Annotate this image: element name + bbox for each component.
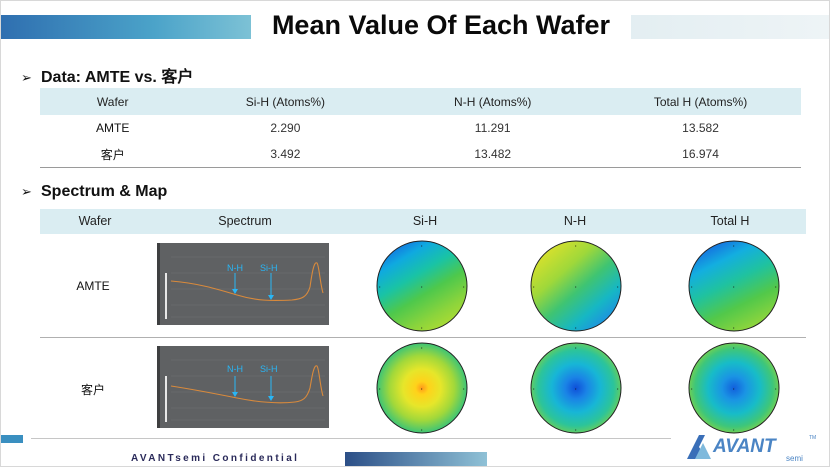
page-title: Mean Value Of Each Wafer [251,7,631,43]
section-spectrum-heading: ➢ Spectrum & Map [21,183,167,201]
wafer-map-amte-si-h: • • • • • [376,240,468,332]
spectrum-plot-amte: N-H Si-H [157,243,329,325]
cell-n-h: 11.291 [474,121,511,135]
svg-text:•: • [775,386,777,391]
svg-text:•: • [575,345,577,350]
wafer-map-customer-n-h: • • • • • [530,342,622,434]
arrow-bullet-icon: ➢ [21,184,32,199]
svg-text:•: • [733,427,735,432]
cell-si-h: 3.492 [185,141,386,168]
spectrum-table-header: Wafer Spectrum Si-H N-H Total H [40,209,806,234]
svg-text:•: • [617,386,619,391]
svg-text:•: • [691,386,693,391]
svg-text:•: • [421,284,423,289]
wafer-map-customer-si-h: • • • • • [376,342,468,434]
cell-total-h: 16.974 [600,141,801,168]
cell-wafer: 客户 [40,141,186,168]
header-si-h: Si-H [412,214,438,228]
cell-total-h: 13.582 [682,121,719,135]
svg-text:•: • [379,284,381,289]
svg-text:•: • [733,345,735,350]
header-wafer: Wafer [40,88,186,115]
header-spectrum: Spectrum [218,214,272,228]
header-wafer: Wafer [78,214,112,228]
svg-text:•: • [421,386,423,391]
spectrum-plot-customer: N-H Si-H [157,346,329,428]
sih-peak-label: Si-H [260,364,278,374]
section-spectrum-label: Spectrum & Map [41,183,168,200]
svg-text:•: • [421,345,423,350]
row-label-customer: 客户 [80,383,105,397]
wafer-map-amte-total-h: • • • • • [688,240,780,332]
svg-text:•: • [733,386,735,391]
cell-n-h: 13.482 [385,141,601,168]
footer-gradient-bar [345,452,487,466]
row-divider [40,337,806,338]
data-table-header-row: Wafer Si-H (Atoms%) N-H (Atoms%) Total H… [40,88,801,115]
svg-text:•: • [617,284,619,289]
svg-text:•: • [379,386,381,391]
header-n-h: N-H (Atoms%) [385,88,601,115]
cell-si-h: 2.290 [270,121,301,135]
header-total-h: Total H [710,214,750,228]
header-total-h: Total H (Atoms%) [600,88,801,115]
wafer-map-amte-n-h: • • • • • [530,240,622,332]
sih-peak-label: Si-H [260,263,278,273]
svg-text:•: • [733,325,735,330]
section-data-heading: ➢ Data: AMTE vs. 客户 [21,63,193,87]
nh-peak-label: N-H [227,364,243,374]
svg-text:•: • [421,427,423,432]
header-band-dark [1,15,256,39]
svg-text:•: • [575,243,577,248]
header-si-h: Si-H (Atoms%) [185,88,386,115]
svg-text:•: • [575,427,577,432]
header-band: Mean Value Of Each Wafer [1,1,829,47]
svg-text:•: • [733,243,735,248]
nh-peak-label: N-H [227,263,243,273]
svg-text:•: • [691,284,693,289]
logo-text: AVANT [712,436,777,457]
svg-text:•: • [421,243,423,248]
wafer-map-customer-total-h: • • • • • [688,342,780,434]
footer-accent-bar [1,435,23,443]
header-n-h: N-H [563,214,587,228]
footer-rule [31,438,671,439]
svg-text:•: • [575,325,577,330]
logo-tm: TM [809,435,816,441]
cell-wafer: AMTE [96,121,130,135]
table-row: AMTE 2.290 11.291 13.582 [40,115,801,141]
svg-text:•: • [533,284,535,289]
logo-sub: semi [786,454,803,463]
avant-logo: AVANT semi TM [687,435,816,463]
svg-text:•: • [463,284,465,289]
svg-text:•: • [575,284,577,289]
table-row: 客户 3.492 13.482 16.974 [40,141,801,168]
svg-text:•: • [533,386,535,391]
data-table: Wafer Si-H (Atoms%) N-H (Atoms%) Total H… [40,88,801,168]
svg-text:•: • [463,386,465,391]
section-data-label: Data: AMTE vs. 客户 [41,69,194,86]
svg-text:•: • [421,325,423,330]
confidential-label: AVANTsemi Confidential [131,453,300,464]
svg-text:•: • [775,284,777,289]
svg-text:•: • [733,284,735,289]
row-label-amte: AMTE [76,279,110,293]
arrow-bullet-icon: ➢ [21,70,32,85]
svg-text:•: • [575,386,577,391]
